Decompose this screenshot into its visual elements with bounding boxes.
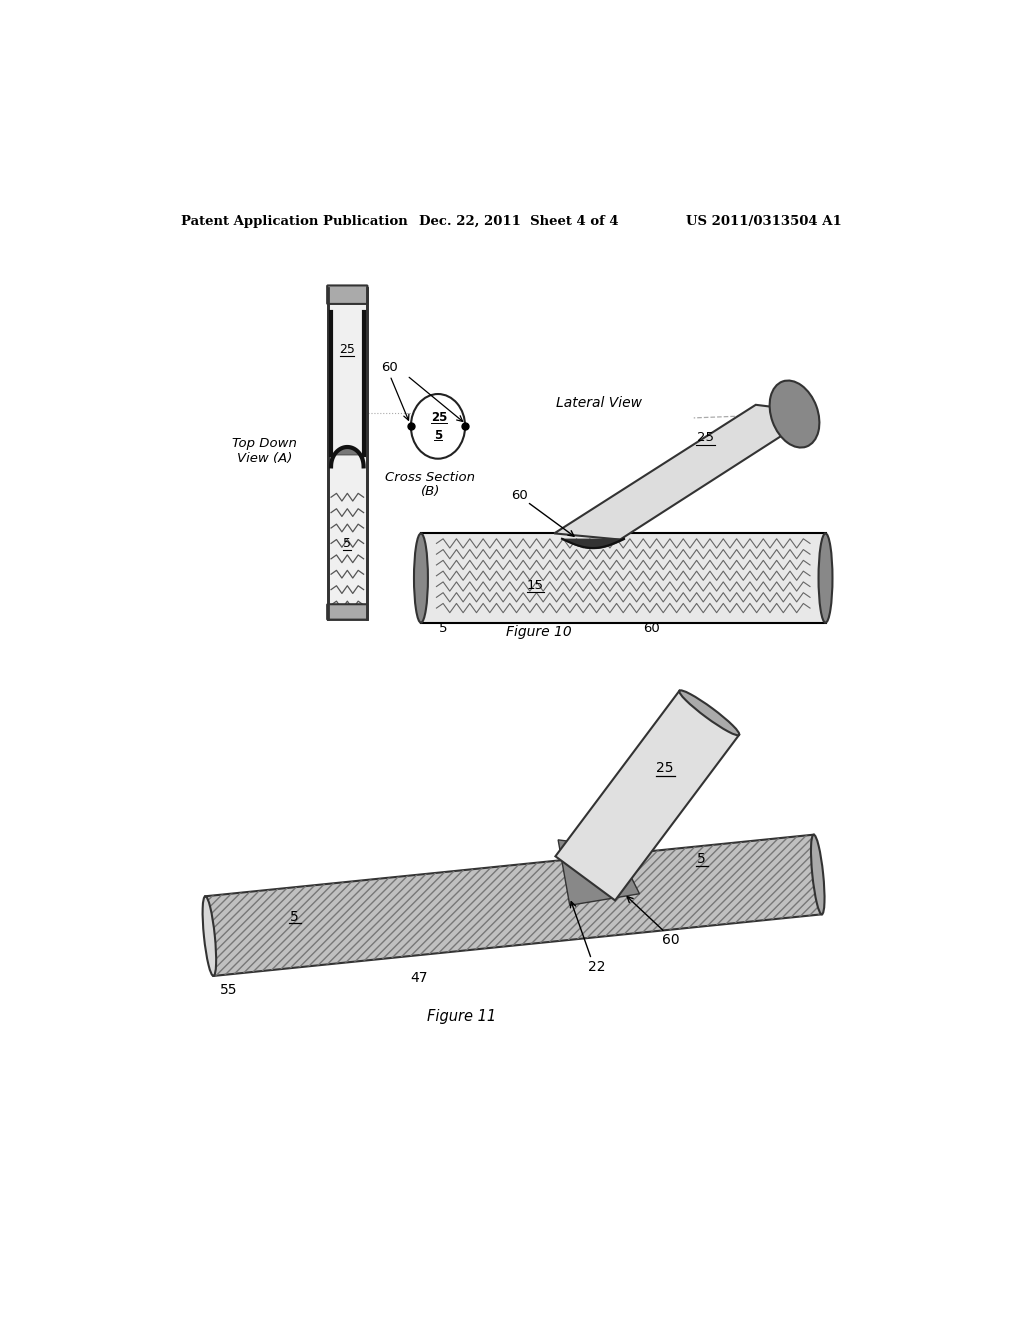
Text: 5: 5 bbox=[697, 853, 706, 866]
FancyBboxPatch shape bbox=[328, 605, 368, 619]
Polygon shape bbox=[554, 405, 818, 540]
Text: Figure 11: Figure 11 bbox=[427, 1010, 496, 1024]
Text: 60: 60 bbox=[643, 622, 660, 635]
Text: 60: 60 bbox=[662, 933, 679, 946]
Text: 60: 60 bbox=[511, 490, 527, 502]
Text: US 2011/0313504 A1: US 2011/0313504 A1 bbox=[686, 215, 842, 228]
Bar bbox=[421, 533, 825, 623]
Text: Dec. 22, 2011  Sheet 4 of 4: Dec. 22, 2011 Sheet 4 of 4 bbox=[419, 215, 618, 228]
Ellipse shape bbox=[203, 896, 216, 975]
Polygon shape bbox=[555, 690, 739, 900]
Ellipse shape bbox=[411, 395, 465, 459]
Text: (B): (B) bbox=[421, 484, 440, 498]
Text: 5: 5 bbox=[290, 909, 299, 924]
Text: 5: 5 bbox=[439, 622, 447, 635]
Text: Lateral View: Lateral View bbox=[556, 396, 642, 411]
Text: 25: 25 bbox=[431, 412, 447, 425]
Text: 55: 55 bbox=[220, 983, 238, 997]
Ellipse shape bbox=[818, 533, 833, 623]
Text: 60: 60 bbox=[382, 362, 398, 375]
Text: 15: 15 bbox=[526, 579, 544, 593]
Text: 5: 5 bbox=[434, 429, 442, 442]
Polygon shape bbox=[331, 447, 364, 466]
Text: 47: 47 bbox=[410, 972, 427, 986]
Text: Top Down
View (A): Top Down View (A) bbox=[232, 437, 297, 465]
Ellipse shape bbox=[770, 380, 819, 447]
Ellipse shape bbox=[679, 690, 739, 735]
Ellipse shape bbox=[414, 533, 428, 623]
Bar bbox=[328, 288, 367, 619]
Text: 25: 25 bbox=[656, 762, 674, 775]
Text: Patent Application Publication: Patent Application Publication bbox=[180, 215, 408, 228]
Text: 25: 25 bbox=[339, 343, 355, 356]
FancyBboxPatch shape bbox=[328, 285, 368, 304]
Polygon shape bbox=[558, 840, 640, 906]
Text: 22: 22 bbox=[588, 960, 605, 974]
Text: 5: 5 bbox=[343, 537, 351, 550]
Text: Figure 10: Figure 10 bbox=[506, 624, 571, 639]
Ellipse shape bbox=[811, 834, 824, 915]
Text: 25: 25 bbox=[697, 432, 714, 445]
Text: Cross Section: Cross Section bbox=[385, 471, 475, 484]
Polygon shape bbox=[205, 834, 822, 975]
